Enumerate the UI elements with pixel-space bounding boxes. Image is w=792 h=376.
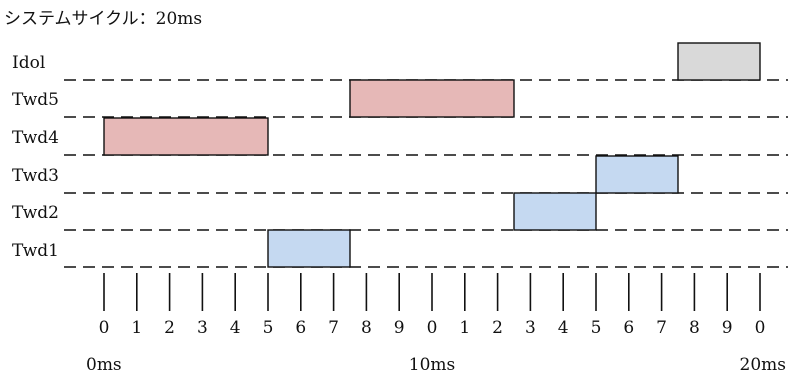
tick-label: 7 — [328, 318, 339, 338]
tick-label: 6 — [295, 318, 306, 338]
tick-label: 4 — [230, 318, 241, 338]
task-block-twd1 — [267, 229, 351, 268]
tick-label: 0 — [99, 318, 110, 338]
tick-label: 0 — [427, 318, 438, 338]
tick-label: 3 — [525, 318, 536, 338]
tick-label: 5 — [591, 318, 602, 338]
task-block-twd5 — [349, 79, 515, 118]
tick-label: 8 — [361, 318, 372, 338]
row-label-twd5: Twd5 — [12, 90, 59, 110]
time-label: 0ms — [86, 355, 122, 375]
time-label: 10ms — [409, 355, 455, 375]
time-axis: 0 1 2 3 4 5 6 7 8 9 0 1 2 3 4 5 6 7 8 9 0 0ms 10ms 20ms — [86, 273, 786, 375]
row-label-twd4: Twd4 — [12, 128, 59, 148]
tasks — [103, 42, 761, 268]
tick-label: 2 — [492, 318, 503, 338]
row-label-twd3: Twd3 — [12, 166, 59, 186]
row-label-idol: Idol — [12, 53, 45, 73]
tick-label: 0 — [755, 318, 766, 338]
tick-label: 1 — [459, 318, 470, 338]
tick-label: 7 — [656, 318, 667, 338]
time-label: 20ms — [740, 355, 786, 375]
task-block-twd4 — [103, 117, 269, 156]
tick-label: 4 — [558, 318, 569, 338]
diagram-title: システムサイクル：20ms — [4, 9, 202, 29]
tick-label: 9 — [722, 318, 733, 338]
task-block-twd3 — [595, 155, 679, 194]
task-block-twd2 — [513, 192, 597, 231]
tick-label: 1 — [131, 318, 142, 338]
task-block-idol — [677, 42, 761, 81]
row-label-twd2: Twd2 — [12, 203, 59, 223]
tick-label: 8 — [689, 318, 700, 338]
tick-label: 2 — [164, 318, 175, 338]
row-label-twd1: Twd1 — [12, 241, 59, 261]
tick-label: 3 — [197, 318, 208, 338]
tick-label: 5 — [263, 318, 274, 338]
tick-label: 9 — [394, 318, 405, 338]
tick-label: 6 — [623, 318, 634, 338]
